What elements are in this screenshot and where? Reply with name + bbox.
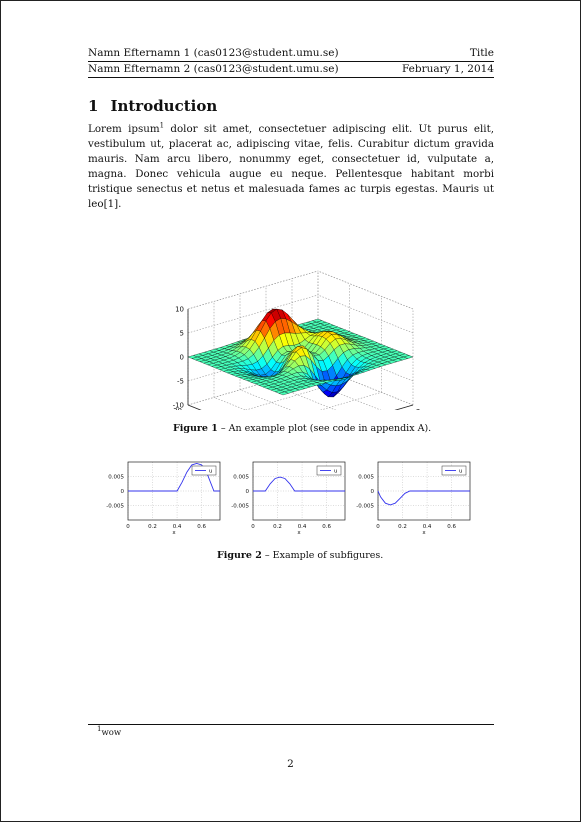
x-tick-label: 0.4 [423, 524, 432, 530]
footnote: 1wow [97, 725, 122, 738]
header-author-2: Namn Efternamn 2 (cas0123@student.umu.se… [88, 63, 339, 75]
y-tick-label: -0.005 [231, 504, 249, 510]
section-number: 1 [88, 97, 99, 115]
header-rule-2 [88, 77, 494, 78]
series-line-u [128, 463, 220, 492]
legend-label: u [209, 469, 213, 475]
x-tick-label: 0.4 [173, 524, 182, 530]
z-tick-label: -10 [173, 402, 184, 410]
legend-label: u [334, 469, 338, 475]
x-tick-label: 0.2 [398, 524, 407, 530]
y-tick-label: 0 [121, 489, 125, 495]
y-tick-label: 0 [246, 489, 250, 495]
figure-2-label: Figure 2 [217, 550, 262, 561]
legend: u [441, 465, 467, 476]
subplot-2: 0.005 0 -0.005 0 0.2 0.4 0.6 x u [231, 461, 346, 536]
subplot-3: 0.005 0 -0.005 0 0.2 0.4 0.6 x u [356, 461, 471, 536]
y-tick-label: 0.005 [108, 475, 124, 481]
legend: u [316, 465, 342, 476]
figure-1-caption-text: – An example plot (see code in appendix … [217, 423, 432, 434]
header-row-2: Namn Efternamn 2 (cas0123@student.umu.se… [88, 62, 494, 76]
z-tick-label: 10 [175, 306, 184, 314]
surface-patch [278, 391, 289, 396]
z-tick-label: -5 [177, 378, 184, 386]
x-tick-label: 0.6 [197, 524, 206, 530]
x-tick-label: 25 [416, 408, 420, 410]
x-tick-label: 0.6 [447, 524, 456, 530]
paragraph-rest: dolor sit amet, consectetuer adipiscing … [88, 123, 494, 210]
y-tick-label: 0.005 [233, 475, 249, 481]
header-date: February 1, 2014 [401, 63, 494, 75]
legend-label: u [459, 469, 463, 475]
z-tick-label: 5 [180, 330, 184, 338]
y-tick-label: -0.005 [356, 504, 374, 510]
x-tick-label: 0.4 [298, 524, 307, 530]
header-row-1: Namn Efternamn 1 (cas0123@student.umu.se… [88, 46, 494, 60]
x-axis-label: x [172, 530, 176, 536]
section-title: Introduction [110, 97, 218, 115]
header-rule-1 [88, 61, 494, 62]
x-tick-label: 0.6 [322, 524, 331, 530]
body-paragraph: Lorem ipsum1 dolor sit amet, consectetue… [88, 122, 494, 212]
header-title: Title [469, 47, 494, 59]
y-tick-label: 30 [173, 407, 182, 410]
series-line-u [253, 476, 345, 492]
subplot-1: 0.005 0 -0.005 0 0.2 0.4 0.6 x u [106, 461, 221, 536]
section-heading: 1 Introduction [88, 97, 229, 115]
y-tick-label: -0.005 [106, 504, 124, 510]
figure-2-caption: Figure 2 – Example of subfigures. [217, 550, 383, 561]
x-axis-label: x [297, 530, 301, 536]
header-author-1: Namn Efternamn 1 (cas0123@student.umu.se… [88, 47, 339, 59]
x-tick-label: 0.2 [273, 524, 282, 530]
z-tick-label: 0 [180, 354, 184, 362]
figure-2-caption-text: – Example of subfigures. [261, 550, 384, 561]
footnote-rule [88, 724, 494, 725]
footnote-marker: 1 [159, 121, 165, 130]
x-axis-label: x [422, 530, 426, 536]
figure-1-label: Figure 1 [173, 423, 218, 434]
y-tick-label: 0.005 [358, 475, 374, 481]
page-number: 2 [287, 758, 294, 770]
paragraph-start: Lorem ipsum [88, 123, 160, 135]
legend: u [191, 465, 217, 476]
x-tick-label: 0 [126, 524, 130, 530]
footnote-number: 1 [97, 725, 102, 734]
series-line-u [377, 490, 470, 506]
figure-1-caption: Figure 1 – An example plot (see code in … [173, 423, 431, 434]
y-tick-label: 0 [371, 489, 375, 495]
footnote-text: wow [101, 728, 122, 738]
figure-2-subplots: 0.005 0 -0.005 0 0.2 0.4 0.6 x u 0.005 0 -0.005 0 0.2… [106, 461, 471, 536]
x-tick-label: 0.2 [148, 524, 157, 530]
x-tick-label: 0 [251, 524, 255, 530]
x-tick-label: 0 [376, 524, 380, 530]
